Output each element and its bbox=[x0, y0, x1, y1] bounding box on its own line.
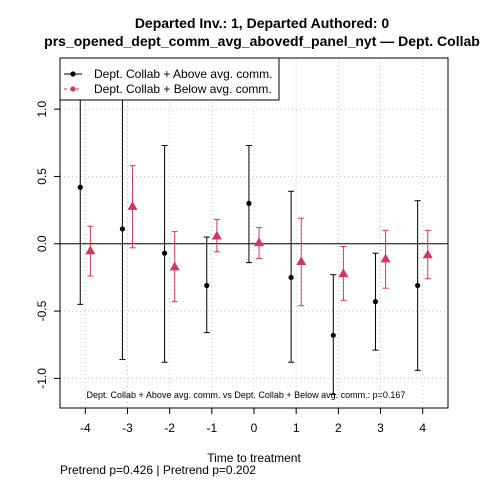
legend-label-above: Dept. Collab + Above avg. comm. bbox=[94, 67, 272, 81]
x-tick-label: -2 bbox=[164, 421, 175, 435]
point-marker bbox=[415, 282, 421, 289]
point-marker bbox=[338, 268, 349, 278]
gridlines bbox=[60, 58, 448, 408]
point-marker bbox=[211, 230, 222, 240]
x-tick-label: 2 bbox=[335, 421, 342, 435]
point-marker bbox=[85, 245, 96, 255]
y-tick-label: -0.5 bbox=[35, 300, 49, 321]
y-tick-label: -1.0 bbox=[35, 368, 49, 389]
legend-marker-above bbox=[70, 71, 76, 77]
x-tick-label: -3 bbox=[122, 421, 133, 435]
point-marker bbox=[288, 274, 294, 281]
point-marker bbox=[169, 261, 180, 271]
point-marker bbox=[204, 282, 210, 289]
x-axis-label: Time to treatment bbox=[207, 451, 301, 465]
legend: Dept. Collab + Above avg. comm. Dept. Co… bbox=[59, 57, 280, 101]
x-tick-label: 0 bbox=[251, 421, 258, 435]
x-axis: -4 -3 -2 -1 0 1 2 3 4 bbox=[80, 408, 426, 435]
point-marker bbox=[161, 250, 168, 256]
x-tick-label: -1 bbox=[206, 421, 217, 435]
y-tick-label: 0.5 bbox=[35, 168, 49, 185]
point-marker bbox=[254, 237, 265, 247]
point-marker bbox=[77, 184, 83, 190]
x-tick-label: 1 bbox=[293, 421, 300, 435]
y-axis: -1.0 -0.5 0.0 0.5 1.0 bbox=[35, 100, 60, 389]
y-tick-label: 1.0 bbox=[35, 100, 49, 117]
point-marker bbox=[246, 200, 252, 206]
chart-title: Departed Inv.: 1, Departed Authored: 0 bbox=[135, 15, 390, 31]
x-tick-label: 4 bbox=[419, 421, 426, 435]
point-marker bbox=[127, 201, 138, 210]
x-tick-label: -4 bbox=[80, 421, 91, 435]
x-tick-label: 3 bbox=[377, 421, 384, 435]
point-marker bbox=[119, 226, 126, 232]
pretrend-footnote: Pretrend p=0.426 | Pretrend p=0.202 bbox=[60, 463, 256, 477]
point-marker bbox=[372, 299, 379, 305]
legend-label-below: Dept. Collab + Below avg. comm. bbox=[94, 82, 272, 96]
legend-box bbox=[59, 57, 280, 101]
chart-subtitle: prs_opened_dept_comm_avg_abovedf_panel_n… bbox=[44, 33, 480, 49]
y-tick-label: 0.0 bbox=[35, 235, 49, 252]
p-value-annotation: Dept. Collab + Above avg. comm. vs Dept.… bbox=[87, 390, 406, 400]
point-marker bbox=[380, 253, 391, 263]
series-layer bbox=[77, 75, 433, 396]
point-marker bbox=[422, 249, 433, 259]
legend-marker-below bbox=[70, 86, 76, 92]
point-marker bbox=[330, 332, 336, 338]
series-below bbox=[85, 165, 433, 307]
series-above bbox=[77, 75, 421, 396]
point-marker bbox=[296, 256, 307, 266]
